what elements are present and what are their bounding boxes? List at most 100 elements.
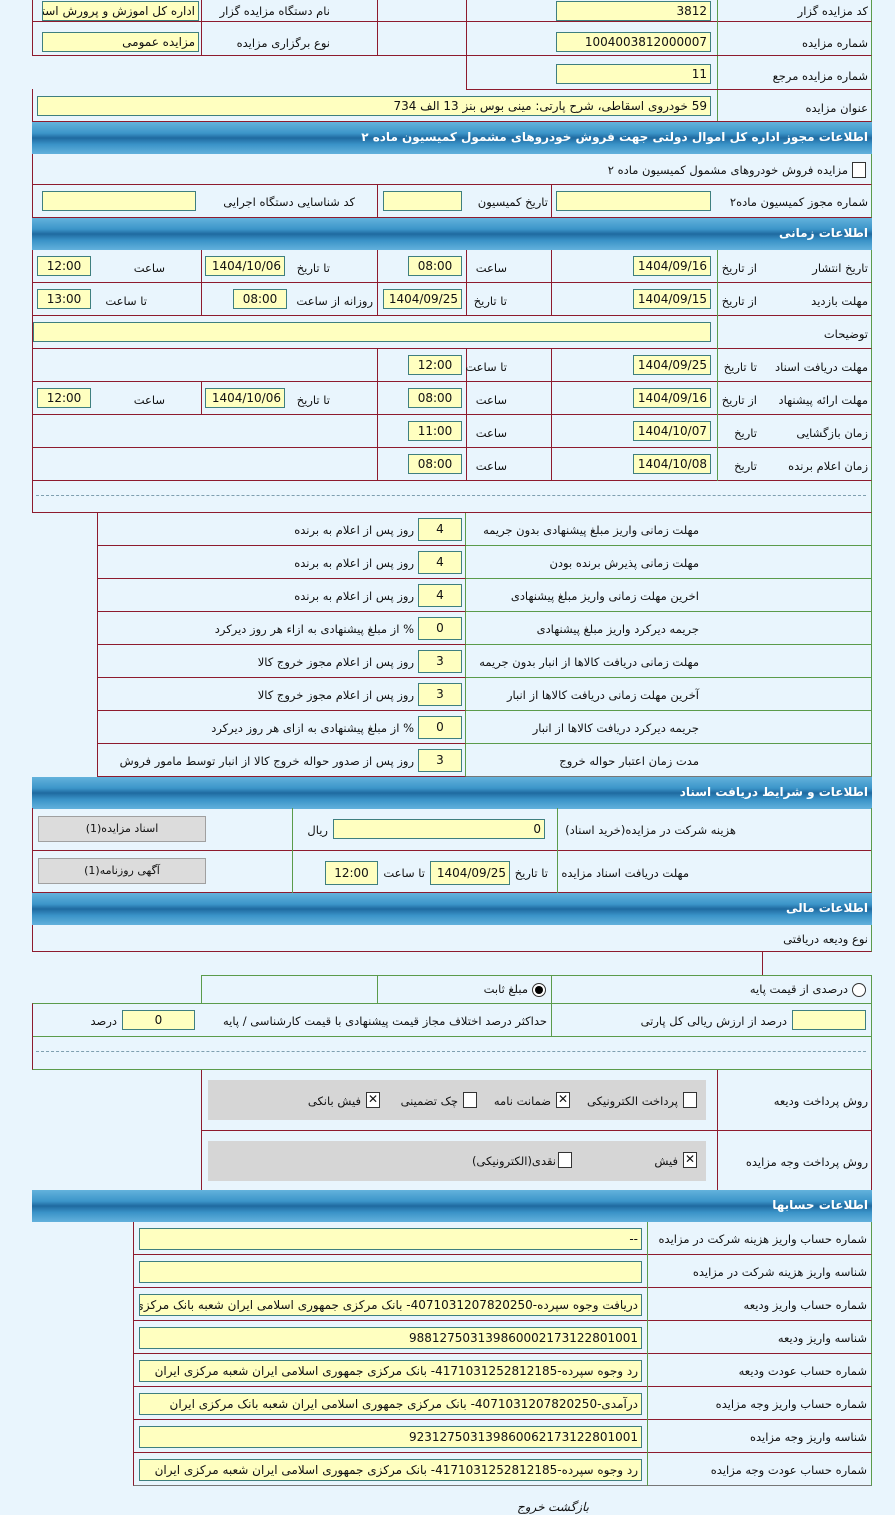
deadline-label: مهلت زمانی واریز مبلغ پیشنهادی بدون جریم… <box>483 523 699 537</box>
divider <box>377 975 378 1004</box>
offer-from-field[interactable]: 1404/09/16 <box>633 388 711 408</box>
percent-radio[interactable] <box>852 983 866 997</box>
deadline-value-field[interactable]: 3 <box>418 749 462 772</box>
docs-to-field[interactable]: 1404/09/25 <box>633 355 711 375</box>
deadline-value-field[interactable]: 0 <box>418 716 462 739</box>
deadline-value-field[interactable]: 3 <box>418 683 462 706</box>
winner-label: زمان اعلام برنده <box>788 459 868 473</box>
deadline-value-field[interactable]: 4 <box>418 518 462 541</box>
deadline-value-field[interactable]: 3 <box>418 650 462 673</box>
max-diff-field[interactable]: 0 <box>122 1010 195 1030</box>
docs-to-date-field[interactable]: 1404/09/25 <box>430 861 510 885</box>
percent-field[interactable] <box>792 1010 866 1030</box>
timing-header: اطلاعات زمانی <box>32 218 872 250</box>
account-field[interactable]: درآمدی-4071031207820250- بانک مرکزی جمهو… <box>139 1393 642 1415</box>
divider <box>647 1420 648 1453</box>
code-label: کد مزایده گزار <box>797 4 868 18</box>
type-field[interactable]: مزایده عمومی <box>42 32 199 52</box>
permit-no-field[interactable] <box>556 191 711 211</box>
publish-time-field[interactable]: 08:00 <box>408 256 462 276</box>
bank-slip-label: فیش بانکی <box>307 1094 361 1108</box>
commission-checkbox-label: مزایده فروش خودروهای مشمول کمیسیون ماده … <box>607 163 848 177</box>
cash-label: نقدی(الکترونیکی) <box>471 1154 556 1168</box>
exec-code-field[interactable] <box>42 191 196 211</box>
deadline-value-field[interactable]: 0 <box>418 617 462 640</box>
deadline-value-cell <box>97 711 466 744</box>
dashed-divider <box>36 495 866 496</box>
deadline-value-field[interactable]: 4 <box>418 584 462 607</box>
newspaper-ad-button[interactable]: آگهی روزنامه(1) <box>38 858 206 884</box>
number-field[interactable]: 1004003812000007 <box>556 32 711 52</box>
divider <box>377 250 378 316</box>
publish-to-time-label: ساعت <box>133 261 165 275</box>
commission-checkbox[interactable] <box>852 162 866 178</box>
account-field[interactable]: رد وجوه سپرده-4171031252812185- بانک مرک… <box>139 1459 642 1481</box>
opening-time-field[interactable]: 11:00 <box>408 421 462 441</box>
docs-to-time-field[interactable]: 12:00 <box>325 861 378 885</box>
deposit-method-label: روش پرداخت ودیعه <box>773 1094 868 1108</box>
deadline-value-field[interactable]: 4 <box>418 551 462 574</box>
account-field[interactable]: 988127503139860002173122801001 <box>139 1327 642 1349</box>
deposit-methods-group <box>208 1080 706 1120</box>
cash-checkbox[interactable] <box>558 1152 572 1168</box>
deadline-row <box>97 612 872 645</box>
publish-to-field[interactable]: 1404/10/06 <box>205 256 285 276</box>
fixed-radio[interactable] <box>532 983 546 997</box>
divider <box>466 0 467 56</box>
cheque-checkbox[interactable] <box>463 1092 477 1108</box>
row-fee <box>32 808 872 851</box>
desc-field[interactable] <box>33 322 711 342</box>
offer-to-field[interactable]: 1404/10/06 <box>205 388 285 408</box>
deadline-row <box>97 744 872 777</box>
deadline-unit: % از مبلغ پیشنهادی به ازاء هر روز دیرکرد <box>214 622 414 636</box>
visit-to-time-field[interactable]: 13:00 <box>37 289 91 309</box>
offer-time-field[interactable]: 08:00 <box>408 388 462 408</box>
deadline-unit: روز پس از اعلام به برنده <box>294 589 414 603</box>
offer-to-time-field[interactable]: 12:00 <box>37 388 91 408</box>
docs-to-label: تا تاریخ <box>723 360 757 374</box>
commission-date-field[interactable] <box>383 191 462 211</box>
account-field[interactable]: -- <box>139 1228 642 1250</box>
divider <box>551 185 552 218</box>
percent-label: درصد از ارزش ریالی کل پارتی <box>640 1014 787 1028</box>
opening-date-field[interactable]: 1404/10/07 <box>633 421 711 441</box>
guarantee-checkbox[interactable]: ✕ <box>556 1092 570 1108</box>
docs-time-field[interactable]: 12:00 <box>408 355 462 375</box>
bank-slip-checkbox[interactable]: ✕ <box>366 1092 380 1108</box>
divider <box>551 349 552 481</box>
winner-time-label: ساعت <box>475 459 507 473</box>
winner-time-field[interactable]: 08:00 <box>408 454 462 474</box>
exit-link[interactable]: خروج <box>517 1500 545 1514</box>
visit-from-field[interactable]: 1404/09/15 <box>633 289 711 309</box>
account-field[interactable]: دریافت وجوه سپرده-4071031207820250- بانک… <box>139 1294 642 1316</box>
deadline-value-cell <box>97 546 466 579</box>
account-field[interactable]: 923127503139860062173122801001 <box>139 1426 642 1448</box>
publish-to-time-field[interactable]: 12:00 <box>37 256 91 276</box>
fee-field[interactable]: 0 <box>333 819 545 839</box>
visit-to-field[interactable]: 1404/09/25 <box>383 289 462 309</box>
electronic-payment-checkbox[interactable] <box>683 1092 697 1108</box>
account-field[interactable]: رد وجوه سپرده-4171031252812185- بانک مرک… <box>139 1360 642 1382</box>
divider <box>551 975 552 1037</box>
account-label: شماره حساب عودت ودیعه <box>738 1364 867 1378</box>
account-field[interactable] <box>139 1261 642 1283</box>
code-field[interactable]: 3812 <box>556 1 711 21</box>
winner-date-label: تاریخ <box>734 459 757 473</box>
ref-field[interactable]: 11 <box>556 64 711 84</box>
row-percent <box>32 1003 872 1037</box>
org-field[interactable]: اداره کل اموزش و پرورش استا <box>42 1 199 21</box>
account-label: شماره حساب عودت وجه مزایده <box>710 1463 867 1477</box>
title-field[interactable]: 59 خودروی اسقاطی، شرح پارتی: مینی بوس بن… <box>37 96 711 116</box>
auction-docs-button[interactable]: اسناد مزایده(1) <box>38 816 206 842</box>
publish-label: تاریخ انتشار <box>812 261 868 275</box>
back-link[interactable]: بازگشت <box>548 1500 589 1514</box>
slip-checkbox[interactable]: ✕ <box>683 1152 697 1168</box>
visit-daily-from-field[interactable]: 08:00 <box>233 289 287 309</box>
publish-time-label: ساعت <box>475 261 507 275</box>
winner-date-field[interactable]: 1404/10/08 <box>633 454 711 474</box>
deadline-value-cell <box>97 678 466 711</box>
fixed-radio-label: مبلغ ثابت <box>483 982 528 996</box>
row-offer <box>32 382 872 415</box>
publish-from-field[interactable]: 1404/09/16 <box>633 256 711 276</box>
guarantee-label: ضمانت نامه <box>493 1094 551 1108</box>
